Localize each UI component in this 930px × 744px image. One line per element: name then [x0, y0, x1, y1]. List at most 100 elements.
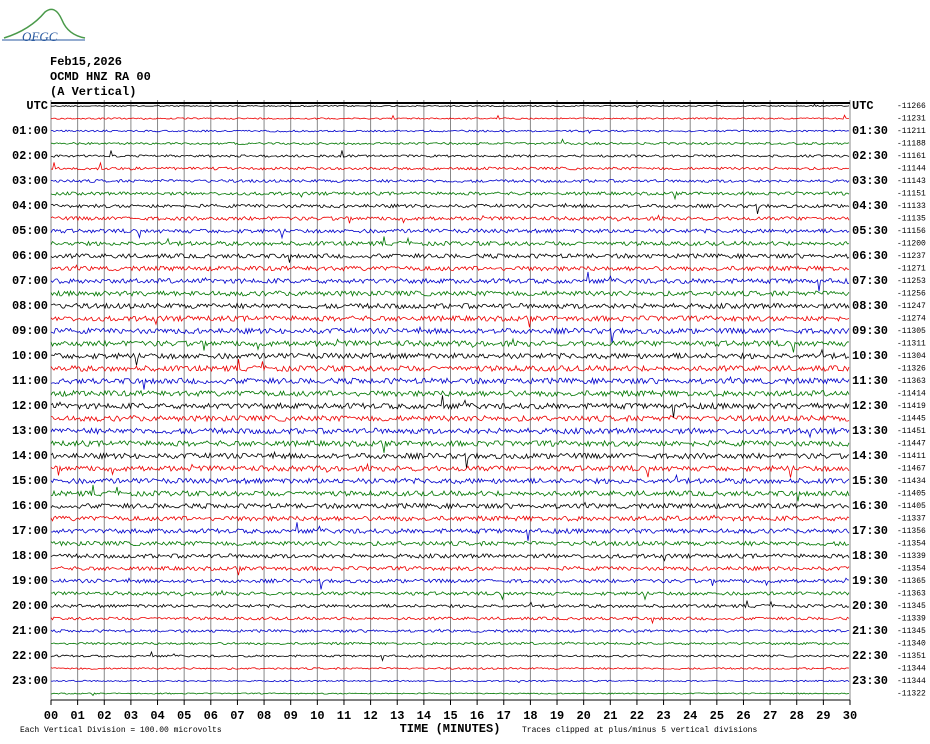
trace-offset: -11363 — [897, 377, 926, 386]
trace — [50, 439, 850, 453]
trace-offset: -11405 — [897, 502, 926, 511]
trace-offset: -11339 — [897, 615, 926, 624]
trace-offset: -11311 — [897, 340, 926, 349]
trace-offset: -11144 — [897, 165, 926, 174]
trace — [50, 589, 850, 601]
x-tick-label: 19 — [550, 709, 564, 723]
right-label: 01:30 — [852, 124, 888, 138]
x-tick-label: 00 — [44, 709, 58, 723]
trace — [50, 264, 850, 272]
left-label: 13:00 — [12, 424, 48, 438]
right-label: 03:30 — [852, 174, 888, 188]
left-label: 01:00 — [12, 124, 48, 138]
trace-offset: -11151 — [897, 190, 926, 199]
trace — [50, 577, 850, 590]
left-label: 18:00 — [12, 549, 48, 563]
trace-offset: -11344 — [897, 665, 926, 674]
trace-offset: -11156 — [897, 227, 926, 236]
trace — [50, 178, 850, 184]
right-label: 07:30 — [852, 274, 888, 288]
trace-offset: -11451 — [897, 427, 926, 436]
trace — [50, 650, 850, 662]
trace-offset: -11200 — [897, 240, 926, 249]
x-tick-label: 02 — [97, 709, 111, 723]
trace — [50, 289, 850, 298]
trace — [50, 692, 850, 697]
trace-offset: -11133 — [897, 202, 926, 211]
trace — [50, 426, 850, 439]
trace — [50, 138, 850, 146]
trace-offset: -11414 — [897, 390, 926, 399]
trace-offset: -11211 — [897, 127, 926, 136]
left-label: 14:00 — [12, 449, 48, 463]
trace — [50, 395, 850, 419]
right-label: 13:30 — [852, 424, 888, 438]
right-label: 17:30 — [852, 524, 888, 538]
trace — [50, 501, 850, 510]
trace — [50, 325, 850, 344]
trace-offset: -11339 — [897, 552, 926, 561]
trace-offset: -11447 — [897, 440, 926, 449]
right-label: 21:30 — [852, 624, 888, 638]
clip-note: Traces clipped at plus/minus 5 vertical … — [522, 726, 757, 735]
trace-offset: -11256 — [897, 290, 926, 299]
trace-offset: -11344 — [897, 677, 926, 686]
trace — [50, 616, 850, 625]
date: Feb15,2026 — [50, 55, 122, 69]
right-label: 10:30 — [852, 349, 888, 363]
right-label: 16:30 — [852, 499, 888, 513]
trace — [50, 679, 850, 684]
trace-offset: -11135 — [897, 215, 926, 224]
left-label: 02:00 — [12, 149, 48, 163]
left-label: 11:00 — [12, 374, 48, 388]
trace — [50, 522, 850, 541]
trace-offset: -11266 — [897, 102, 926, 111]
trace-offset: -11231 — [897, 115, 926, 124]
right-label: 19:30 — [852, 574, 888, 588]
trace — [50, 214, 850, 224]
right-label: 23:30 — [852, 674, 888, 688]
trace — [50, 190, 850, 201]
x-tick-label: 24 — [683, 709, 697, 723]
right-label: 08:30 — [852, 299, 888, 313]
right-label: 14:30 — [852, 449, 888, 463]
trace — [50, 667, 850, 670]
left-label: 12:00 — [12, 399, 48, 413]
trace — [50, 228, 850, 240]
left-label: 05:00 — [12, 224, 48, 238]
trace — [50, 114, 850, 120]
trace — [50, 161, 850, 171]
trace — [50, 462, 850, 478]
x-tick-label: 10 — [310, 709, 324, 723]
trace — [50, 252, 850, 263]
left-label: 23:00 — [12, 674, 48, 688]
x-tick-label: 12 — [363, 709, 377, 723]
station: OCMD HNZ RA 00 — [50, 70, 151, 84]
component: (A Vertical) — [50, 85, 136, 99]
left-label: 17:00 — [12, 524, 48, 538]
x-tick-label: 11 — [337, 709, 351, 723]
logo-curve — [3, 8, 86, 39]
x-tick-label: 03 — [124, 709, 138, 723]
left-label: 21:00 — [12, 624, 48, 638]
x-tick-label: 30 — [843, 709, 857, 723]
trace-offset: -11445 — [897, 415, 926, 424]
trace-offset: -11188 — [897, 140, 926, 149]
trace — [50, 514, 850, 522]
trace — [50, 302, 850, 310]
x-axis-title: TIME (MINUTES) — [400, 722, 501, 736]
left-label: 09:00 — [12, 324, 48, 338]
x-tick-label: 29 — [816, 709, 830, 723]
trace — [50, 359, 850, 373]
trace-offset: -11326 — [897, 365, 926, 374]
trace — [50, 337, 850, 353]
x-tick-label: 26 — [736, 709, 750, 723]
left-label: 04:00 — [12, 199, 48, 213]
trace-offset: -11305 — [897, 327, 926, 336]
x-tick-label: 04 — [150, 709, 164, 723]
trace-offset: -11363 — [897, 590, 926, 599]
right-label: 05:30 — [852, 224, 888, 238]
right-label: 06:30 — [852, 249, 888, 263]
trace-offset: -11345 — [897, 627, 926, 636]
